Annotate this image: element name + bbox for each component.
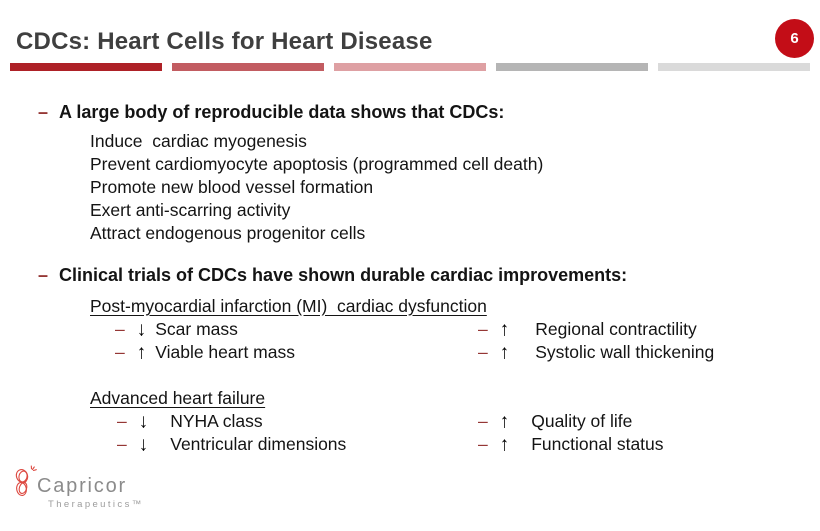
list-item: – ↑ Viable heart mass — [115, 341, 295, 364]
list-item-label: Functional status — [531, 434, 664, 454]
list-item-label: NYHA class — [170, 411, 263, 431]
dash-bullet: – — [115, 319, 125, 339]
subsection-title-advanced-hf: Advanced heart failure — [90, 388, 266, 408]
accent-bar-2 — [172, 63, 324, 71]
dash-bullet: – — [115, 342, 125, 362]
dash-bullet: – — [38, 265, 49, 285]
section-heading-clinical-trials: – Clinical trials of CDCs have shown dur… — [38, 265, 627, 286]
list-item: – ↑ Functional status — [478, 433, 664, 456]
list-item-label: Viable heart mass — [155, 342, 295, 362]
up-arrow-icon: ↑ — [136, 341, 147, 364]
page-number-badge: 6 — [775, 19, 814, 58]
dash-bullet: – — [117, 434, 127, 454]
list-item-label: Scar mass — [155, 319, 238, 339]
subsection-title-post-mi: Post-myocardial infarction (MI) cardiac … — [90, 296, 487, 316]
list-item: Induce cardiac myogenesis — [90, 131, 307, 151]
down-arrow-icon: ↓ — [138, 433, 149, 456]
list-item: Attract endogenous progenitor cells — [90, 223, 366, 243]
capricor-logo: Capricor Therapeutics™ — [12, 461, 212, 516]
list-item-label: Regional contractility — [535, 319, 697, 339]
page-number: 6 — [790, 30, 799, 47]
dash-bullet: – — [478, 342, 488, 362]
list-item: – ↑ Systolic wall thickening — [478, 341, 715, 364]
accent-bar-strip — [10, 63, 810, 71]
logo-brand-subtitle: Therapeutics™ — [48, 499, 144, 510]
accent-bar-1 — [10, 63, 162, 71]
dash-bullet: – — [117, 411, 127, 431]
list-item: Prevent cardiomyocyte apoptosis (program… — [90, 154, 544, 174]
up-arrow-icon: ↑ — [499, 410, 510, 433]
section-heading-label: Clinical trials of CDCs have shown durab… — [59, 265, 628, 285]
accent-bar-4 — [496, 63, 648, 71]
up-arrow-icon: ↑ — [499, 341, 510, 364]
page-title: CDCs: Heart Cells for Heart Disease — [16, 28, 433, 55]
up-arrow-icon: ↑ — [499, 318, 510, 341]
cdc-effects-list: Induce cardiac myogenesis Prevent cardio… — [90, 130, 543, 245]
list-item: Promote new blood vessel formation — [90, 177, 374, 197]
list-item-label: Systolic wall thickening — [535, 342, 715, 362]
dash-bullet: – — [478, 434, 488, 454]
list-item-label: Ventricular dimensions — [170, 434, 347, 454]
list-item-label: Quality of life — [531, 411, 633, 431]
section-heading-label: A large body of reproducible data shows … — [59, 102, 505, 122]
accent-bar-5 — [658, 63, 810, 71]
down-arrow-icon: ↓ — [138, 410, 149, 433]
list-item: – ↓ Scar mass — [115, 318, 238, 341]
list-item: – ↑ Quality of life — [478, 410, 633, 433]
accent-bar-3 — [334, 63, 486, 71]
dash-bullet: – — [478, 411, 488, 431]
down-arrow-icon: ↓ — [136, 318, 147, 341]
list-item: – ↓ Ventricular dimensions — [117, 433, 347, 456]
up-arrow-icon: ↑ — [499, 433, 510, 456]
dash-bullet: – — [38, 102, 49, 122]
logo-brand-name: Capricor — [37, 475, 127, 497]
list-item: – ↑ Regional contractility — [478, 318, 697, 341]
list-item: – ↓ NYHA class — [117, 410, 263, 433]
dash-bullet: – — [478, 319, 488, 339]
section-heading-reproducible-data: – A large body of reproducible data show… — [38, 102, 504, 123]
list-item: Exert anti-scarring activity — [90, 200, 291, 220]
capricor-heart-scribble-icon — [15, 465, 37, 497]
